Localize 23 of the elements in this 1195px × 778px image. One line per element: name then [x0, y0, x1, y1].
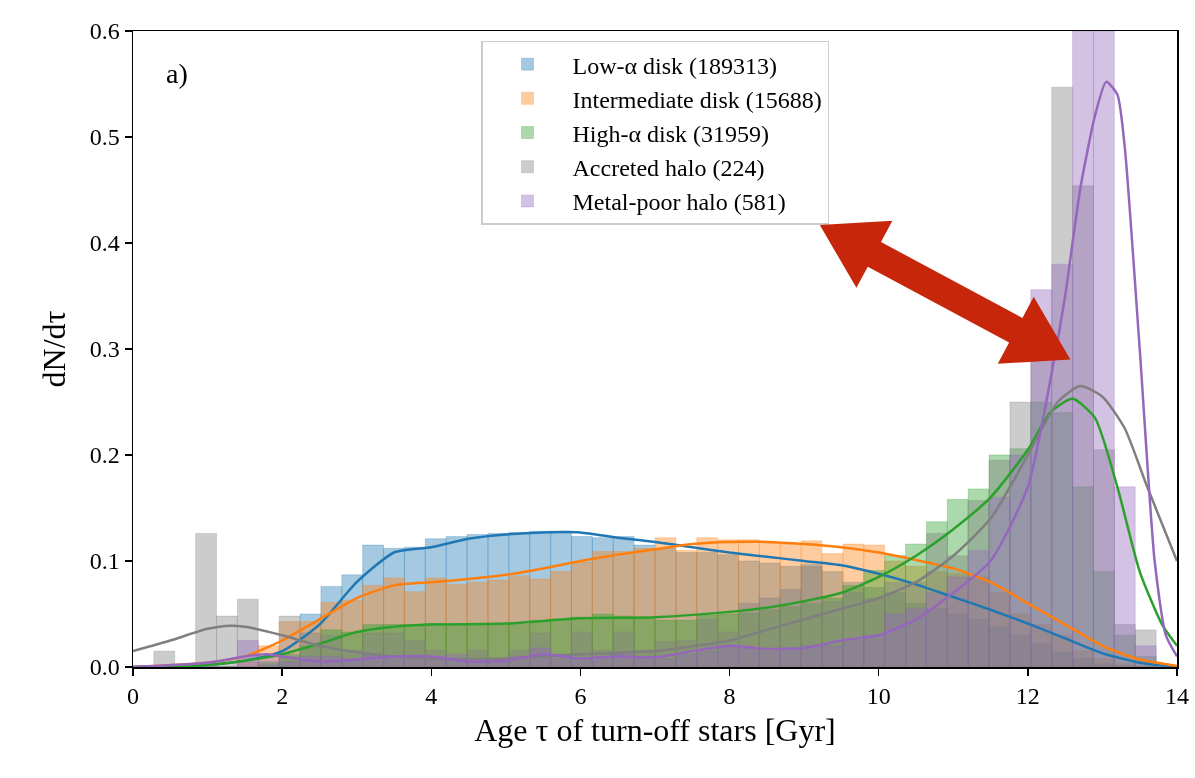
- legend-label: Low-α disk (189313): [572, 52, 778, 79]
- legend-label: High-α disk (31959): [572, 120, 770, 147]
- x-tick-label: 10: [866, 683, 891, 710]
- y-tick-label: 0.1: [89, 548, 120, 575]
- y-tick-label: 0.4: [89, 230, 120, 257]
- legend-label: Metal-poor halo (581): [572, 189, 786, 216]
- y-tick-label: 0.5: [89, 124, 120, 151]
- y-tick-label: 0.0: [89, 654, 120, 681]
- y-tick-label: 0.3: [89, 336, 120, 363]
- x-tick-label: 12: [1015, 683, 1040, 710]
- legend-label: Accreted halo (224): [572, 155, 765, 182]
- x-tick-label: 0: [127, 683, 139, 710]
- y-axis-title: dN/dτ: [36, 310, 73, 388]
- x-tick-label: 14: [1165, 683, 1189, 710]
- x-tick-label: 2: [276, 683, 289, 710]
- x-tick-label: 8: [723, 683, 736, 710]
- y-tick-label: 0.2: [89, 442, 120, 469]
- x-tick-label: 4: [425, 683, 438, 710]
- x-axis-title: Age τ of turn-off stars [Gyr]: [474, 711, 836, 748]
- y-tick-label: 0.6: [89, 18, 120, 45]
- annotation: a): [166, 58, 188, 89]
- x-tick-label: 6: [574, 683, 587, 710]
- legend-label: Intermediate disk (15688): [572, 86, 822, 113]
